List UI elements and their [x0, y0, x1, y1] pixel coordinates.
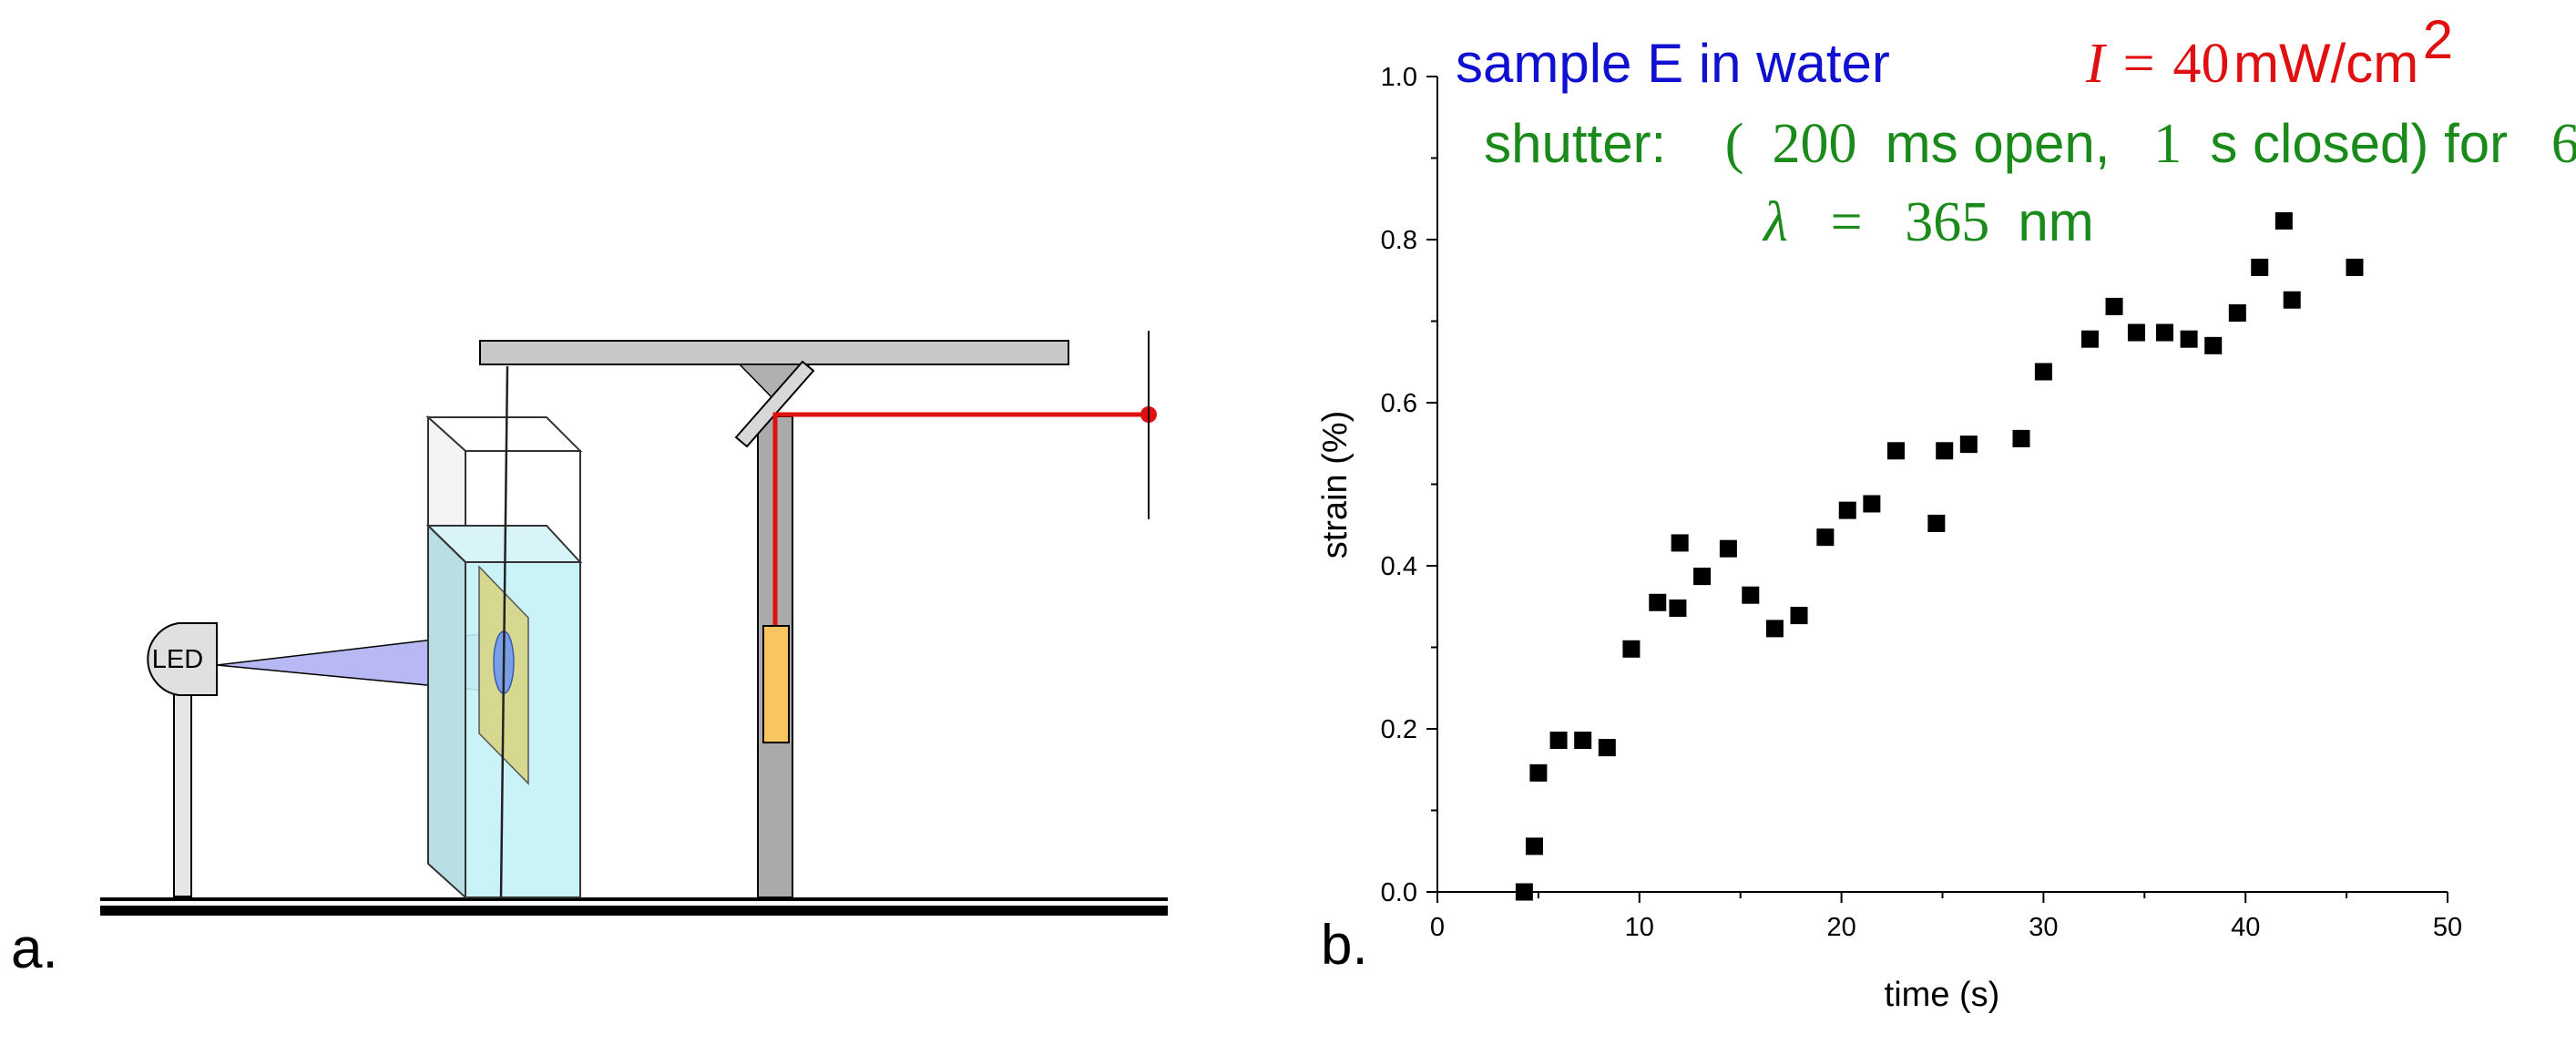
mirror [734, 360, 815, 448]
water-side [427, 523, 466, 900]
y-axis-ticks: 0.0 0.2 0.4 0.6 0.8 1.0 [1381, 63, 1437, 907]
wavelength-symbol: λ [1762, 191, 1788, 253]
data-point [1959, 435, 1978, 454]
data-point [1529, 763, 1548, 782]
panel-a-label: a. [11, 917, 58, 980]
led-post [173, 692, 192, 897]
wavelength-equals: = [1816, 191, 1876, 253]
data-point [2012, 429, 2030, 447]
annotation-wavelength: λ = 365 nm [1735, 191, 2114, 253]
y-tick-label: 0.0 [1381, 878, 1417, 907]
data-point [2274, 211, 2293, 230]
shutter-closed-value: 1 [2153, 113, 2182, 175]
data-point [2346, 258, 2364, 276]
data-point [1649, 593, 1667, 611]
data-point [1765, 620, 1784, 638]
data-point [2251, 258, 2269, 276]
panel-a-schematic: LED [11, 331, 1168, 980]
wavelength-value: 365 [1905, 191, 1989, 253]
y-axis-title: strain (%) [1316, 411, 1354, 559]
shutter-paren: ( [1725, 113, 1744, 175]
data-point [2105, 297, 2123, 315]
laser-path [772, 412, 1149, 626]
x-tick-label: 40 [2231, 913, 2260, 942]
x-tick-label: 0 [1430, 913, 1445, 942]
y-tick-label: 0.6 [1381, 389, 1417, 418]
shutter-closed-text: s closed) for [2210, 113, 2522, 174]
data-point [1693, 568, 1712, 586]
data-point [1790, 607, 1808, 625]
data-point [1742, 586, 1760, 604]
x-axis-ticks: 0 10 20 30 40 50 [1430, 892, 2462, 942]
y-tick-label: 1.0 [1381, 63, 1417, 92]
data-markers [1515, 211, 2364, 901]
data-point [2283, 291, 2301, 309]
data-point [1671, 534, 1689, 552]
data-point [1719, 539, 1737, 558]
shutter-open-value: 200 [1772, 113, 1856, 175]
intensity-equals: = [2109, 33, 2169, 95]
data-point [1936, 442, 1954, 460]
led-housing [147, 622, 218, 696]
data-point [2180, 330, 2198, 348]
data-point [1886, 442, 1905, 460]
intensity-superscript: 2 [2423, 9, 2453, 70]
x-tick-label: 30 [2029, 913, 2058, 942]
panel-b-label: b. [1321, 914, 1368, 977]
data-point [2155, 323, 2173, 342]
data-point [1574, 732, 1592, 750]
data-point [1549, 732, 1568, 750]
data-point [2127, 323, 2145, 342]
data-point [1622, 640, 1641, 658]
data-point [1838, 501, 1856, 519]
data-point [1598, 739, 1616, 757]
data-point [1669, 599, 1687, 618]
floor-line-top [100, 897, 1168, 901]
data-point [1525, 837, 1543, 855]
panel-b-chart: b. 0 10 20 30 40 50 0.0 0.2 0.4 0.6 0.8 1.0 time (… [1316, 9, 2576, 1014]
data-point [1927, 514, 1946, 532]
x-tick-label: 20 [1826, 913, 1855, 942]
laser-source [762, 625, 790, 743]
intensity-symbol: I [2085, 33, 2108, 95]
suspension-wire [499, 365, 509, 898]
intensity-unit: mW/cm [2234, 33, 2418, 94]
floor-line-bottom [100, 906, 1168, 916]
data-point [1863, 495, 1881, 513]
annotation-sample: sample E in water [1456, 33, 1890, 94]
data-point [1515, 883, 1533, 901]
intensity-value: 40 [2173, 33, 2230, 95]
cuvette [425, 365, 583, 900]
data-point [2204, 336, 2223, 354]
x-tick-label: 50 [2433, 913, 2462, 942]
y-tick-label: 0.2 [1381, 715, 1417, 744]
data-point [2034, 363, 2052, 381]
y-tick-label: 0.8 [1381, 226, 1417, 255]
annotation-shutter: shutter: ( 200 ms open, 1 s closed) for … [1456, 113, 2576, 175]
y-tick-label: 0.4 [1381, 552, 1417, 581]
data-point [2228, 304, 2246, 323]
data-point [2080, 330, 2099, 348]
x-axis-title: time (s) [1885, 976, 2000, 1014]
shutter-open-text: ms open, [1886, 113, 2125, 174]
led-label: LED [152, 645, 203, 674]
top-beam [479, 340, 1069, 365]
annotation-intensity: I = 40 mW/cm 2 [2085, 9, 2453, 95]
wavelength-unit: nm [2018, 191, 2093, 252]
shutter-prefix: shutter: [1484, 113, 1696, 174]
data-point [1816, 528, 1835, 547]
shutter-duration-value: 60 [2551, 113, 2576, 175]
x-tick-label: 10 [1625, 913, 1654, 942]
